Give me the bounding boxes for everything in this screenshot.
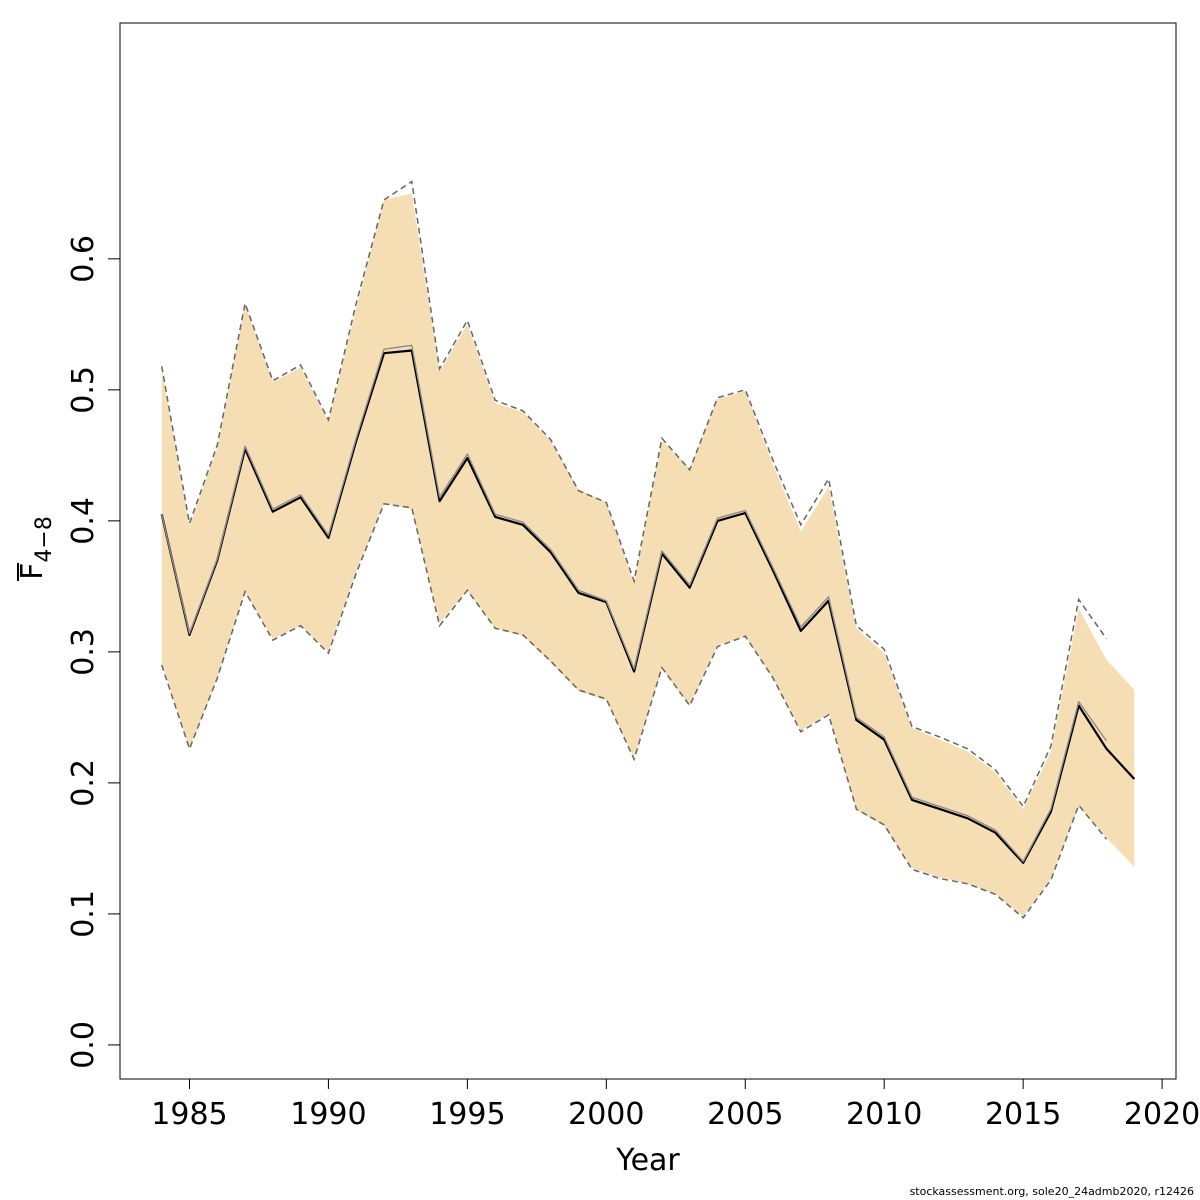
- y-tick-label: 0.6: [66, 235, 101, 283]
- previous-estimate-line: [161, 344, 1108, 863]
- confidence-band: [161, 193, 1135, 917]
- x-axis-title: Year: [615, 1143, 680, 1178]
- y-axis-title-subscript: 4−8: [32, 516, 57, 562]
- y-tick-label: 0.4: [66, 497, 101, 545]
- y-axis: 0.0 0.1 0.2 0.3 0.4 0.5 0.6: [66, 235, 121, 1069]
- previous-lower-bound-line: [160, 502, 1108, 919]
- y-tick-label: 0.2: [66, 759, 101, 807]
- x-tick-label: 2005: [707, 1097, 783, 1132]
- x-tick-label: 2020: [1124, 1097, 1200, 1132]
- svg-text:F4−8: F4−8: [15, 516, 57, 580]
- plot-area: [160, 180, 1136, 919]
- x-axis: 1985 1990 1995 2000 2005 2010 2015 2020: [151, 1078, 1200, 1132]
- y-tick-label: 0.1: [66, 890, 101, 938]
- y-axis-title: F4−8: [15, 516, 57, 581]
- previous-upper-bound-line: [160, 180, 1108, 808]
- y-axis-title-base: F: [15, 563, 50, 580]
- x-tick-label: 2015: [985, 1097, 1061, 1132]
- y-tick-label: 0.0: [66, 1021, 101, 1069]
- x-tick-label: 1990: [290, 1097, 366, 1132]
- x-tick-label: 1995: [429, 1097, 505, 1132]
- x-tick-label: 1985: [151, 1097, 227, 1132]
- y-tick-label: 0.5: [66, 366, 101, 414]
- x-tick-label: 2010: [846, 1097, 922, 1132]
- credit-footer: stockassessment.org, sole20_24admb2020, …: [909, 1185, 1194, 1198]
- x-tick-label: 2000: [568, 1097, 644, 1132]
- y-tick-label: 0.3: [66, 628, 101, 676]
